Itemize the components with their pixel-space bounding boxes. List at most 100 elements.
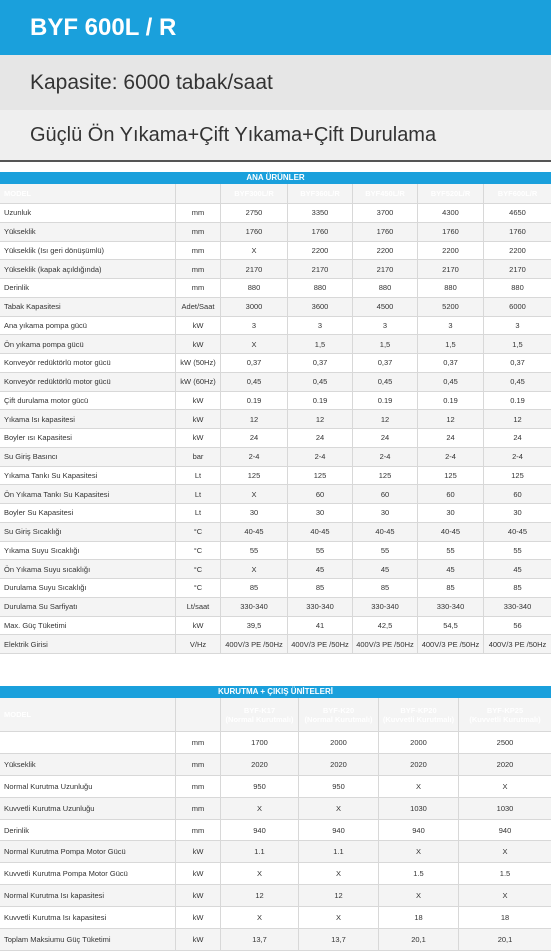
table-row: Ön Yıkama Tankı Su Kapasitesi Lt X 60 60 60 60 <box>0 485 551 504</box>
value: 1,5 <box>352 335 417 353</box>
unit: kW (60Hz) <box>175 372 220 391</box>
value: 45 <box>287 560 352 578</box>
table-row: Toplam Maksiumu Güç Tüketimi kW 13,7 13,7 20… <box>0 929 551 951</box>
value: 0,45 <box>287 372 352 391</box>
value: 1,5 <box>287 335 352 353</box>
value: 2170 <box>483 260 551 278</box>
row-label: Elektrik Girisi <box>4 639 48 649</box>
value: 55 <box>220 541 287 560</box>
value: 0,37 <box>352 354 417 372</box>
header-row: MODEL BYF-K17 (Normal Kurutmalı) BYF-K20 (No… <box>0 698 551 732</box>
value: 0.19 <box>417 391 483 410</box>
table-row: Yükseklik (kapak açıldığında) mm 2170 2170 2… <box>0 260 551 279</box>
value: 2000 <box>298 732 378 753</box>
header-row: MODEL BYF300L/R BYF360L/R BYF450L/R BYF520L/… <box>0 184 551 204</box>
model-name: BYF-KP25 <box>486 705 524 715</box>
value: 0,37 <box>417 354 483 372</box>
value: 2200 <box>287 241 352 260</box>
value: 2-4 <box>417 447 483 466</box>
value: 125 <box>417 466 483 485</box>
model-name: BYF-K17 <box>243 705 276 715</box>
row-label: Yükseklik <box>4 759 36 769</box>
row-label: Normal Kurutma Uzunluğu <box>4 781 93 791</box>
row-label: Kuvvetli Kurutma Uzunluğu <box>4 803 95 813</box>
value: 880 <box>352 279 417 297</box>
value: 1760 <box>352 222 417 241</box>
value: 2170 <box>352 260 417 278</box>
value: 400V/3 PE /50Hz <box>352 635 417 653</box>
value: 1.5 <box>458 863 551 885</box>
model-header: BYF-KP25 (Kuvvetli Kurutmalı) <box>458 698 551 731</box>
value: 24 <box>417 429 483 447</box>
value: 2200 <box>352 241 417 260</box>
value: 85 <box>220 579 287 597</box>
value: 3 <box>220 316 287 335</box>
value: 0,45 <box>417 372 483 391</box>
value: 330-340 <box>287 597 352 616</box>
table-row: Elektrik Girisi V/Hz 400V/3 PE /50Hz 400V/3… <box>0 635 551 654</box>
value: 0,45 <box>483 372 551 391</box>
unit: mm <box>175 753 220 775</box>
value: 30 <box>417 504 483 522</box>
row-label: Uzunluk <box>4 208 32 218</box>
value: 60 <box>352 485 417 503</box>
value: X <box>378 885 458 907</box>
header-label: MODEL <box>4 189 32 198</box>
value: 12 <box>287 410 352 428</box>
unit: kW <box>175 907 220 929</box>
value: 125 <box>352 466 417 485</box>
value: 880 <box>287 279 352 297</box>
value: X <box>458 885 551 907</box>
section-title: KURUTMA + ÇIKIŞ ÜNİTELERİ <box>0 686 551 698</box>
value: 3700 <box>352 204 417 222</box>
value: 54,5 <box>417 616 483 635</box>
table-row: Max. Güç Tüketimi kW 39,5 41 42,5 54,5 56 <box>0 616 551 636</box>
row-label: Durulama Su Sarfiyatı <box>4 602 78 612</box>
header-unit <box>175 698 220 731</box>
value: 1,5 <box>483 335 551 353</box>
unit: mm <box>175 222 220 241</box>
value: X <box>220 797 298 819</box>
unit: kW <box>175 885 220 907</box>
table-row: Boyler ısı Kapasitesi kW 24 24 24 24 24 <box>0 429 551 448</box>
subtitle: Güçlü Ön Yıkama+Çift Yıkama+Çift Durulam… <box>0 110 551 162</box>
value: 880 <box>220 279 287 297</box>
row-label: Yıkama Tankı Su Kapasitesi <box>4 470 98 480</box>
table-row: Ön Yıkama Suyu sıcaklığı °C X 45 45 45 45 <box>0 560 551 579</box>
value: 3 <box>417 316 483 335</box>
value: 0,45 <box>352 372 417 391</box>
table-row: Yükseklik mm 2020 2020 2020 2020 <box>0 753 551 776</box>
value: 2-4 <box>352 447 417 466</box>
row-label: Yükseklik <box>4 227 36 237</box>
title: BYF 600L / R <box>0 0 551 55</box>
value: 940 <box>458 819 551 841</box>
table-row: Derinlik mm 880 880 880 880 880 <box>0 279 551 298</box>
value: 85 <box>483 579 551 597</box>
value: 400V/3 PE /50Hz <box>417 635 483 653</box>
unit: kW <box>175 616 220 635</box>
table-row: Boyler Su Kapasitesi Lt 30 30 30 30 30 <box>0 504 551 523</box>
table-row: Durulama Su Sarfiyatı Lt/saat 330-340 330-3… <box>0 597 551 617</box>
value: 55 <box>483 541 551 560</box>
value: 0,37 <box>483 354 551 372</box>
value: 0.19 <box>287 391 352 410</box>
value: 24 <box>483 429 551 447</box>
value: 60 <box>483 485 551 503</box>
value: 4650 <box>483 204 551 222</box>
value: 13,7 <box>298 929 378 950</box>
unit: kW <box>175 391 220 410</box>
value: 125 <box>483 466 551 485</box>
value: 30 <box>483 504 551 522</box>
value: 12 <box>220 410 287 428</box>
unit: kW <box>175 841 220 863</box>
value: 6000 <box>483 297 551 316</box>
row-label: Yükseklik (kapak açıldığında) <box>4 264 102 274</box>
row-label: Çift durulama motor gücü <box>4 395 89 405</box>
value: 30 <box>352 504 417 522</box>
unit: kW <box>175 429 220 447</box>
value: 20,1 <box>458 929 551 950</box>
value: 60 <box>287 485 352 503</box>
table-row: Durulama Suyu Sıcaklığı °C 85 85 85 85 85 <box>0 579 551 598</box>
value: 2200 <box>483 241 551 260</box>
row-label: Normal Kurutma Pompa Motor Gücü <box>4 847 126 857</box>
